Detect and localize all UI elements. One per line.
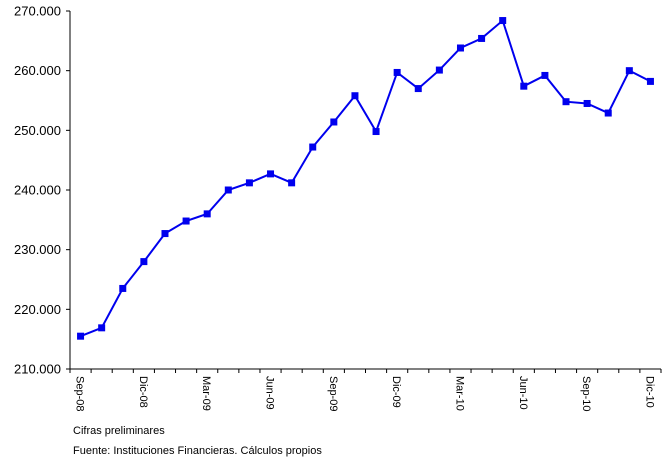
data-point — [604, 109, 612, 117]
data-point — [267, 170, 275, 178]
series-line — [80, 18, 651, 338]
data-point — [393, 68, 401, 76]
data-point — [520, 82, 528, 90]
data-point — [625, 67, 633, 75]
data-point — [161, 230, 169, 238]
y-tick-label: 270.000 — [14, 4, 61, 19]
data-point — [499, 17, 507, 25]
x-tick-label: Sep-09 — [327, 376, 339, 411]
data-point — [414, 85, 422, 93]
data-point — [372, 128, 380, 136]
data-point — [646, 77, 654, 85]
data-point — [351, 92, 359, 100]
data-point — [98, 324, 106, 332]
source-note: Fuente: Instituciones Financieras. Cálcu… — [73, 445, 322, 457]
x-tick-label: Sep-08 — [74, 376, 86, 411]
chart-marks — [77, 17, 654, 340]
data-point — [541, 71, 549, 79]
y-tick-label: 250.000 — [14, 123, 61, 138]
x-tick-label: Jun-10 — [517, 376, 529, 410]
data-point — [456, 44, 464, 52]
preliminary-note: Cifras preliminares — [73, 425, 165, 437]
data-point — [583, 99, 591, 107]
y-tick-label: 230.000 — [14, 242, 61, 257]
data-point — [478, 34, 486, 42]
x-tick-label: Dic-08 — [137, 376, 149, 408]
data-point — [309, 143, 317, 151]
x-tick-label: Sep-10 — [580, 376, 592, 411]
y-tick-label: 260.000 — [14, 63, 61, 78]
line-chart: 210.000 220.000 230.000 240.000 250.000 260.0… — [14, 4, 662, 411]
x-tick-label: Dic-09 — [390, 376, 402, 408]
data-point — [435, 66, 443, 74]
data-point — [77, 332, 85, 340]
data-point — [203, 210, 211, 218]
data-point — [182, 217, 190, 225]
y-tick-label: 240.000 — [14, 183, 61, 198]
x-tick-label: Dic-10 — [643, 376, 655, 408]
x-tick-label: Mar-10 — [453, 376, 465, 411]
data-point — [119, 284, 127, 292]
y-tick-label: 210.000 — [14, 362, 61, 377]
y-tick-label: 220.000 — [14, 302, 61, 317]
chart-axes: 210.000 220.000 230.000 240.000 250.000 260.0… — [14, 4, 662, 411]
data-point — [330, 118, 338, 126]
data-point — [140, 258, 148, 266]
data-point — [562, 98, 570, 106]
data-point — [224, 186, 232, 194]
x-tick-label: Mar-09 — [200, 376, 212, 411]
data-point — [288, 179, 296, 187]
data-point — [245, 179, 253, 187]
x-tick-label: Jun-09 — [264, 376, 276, 410]
